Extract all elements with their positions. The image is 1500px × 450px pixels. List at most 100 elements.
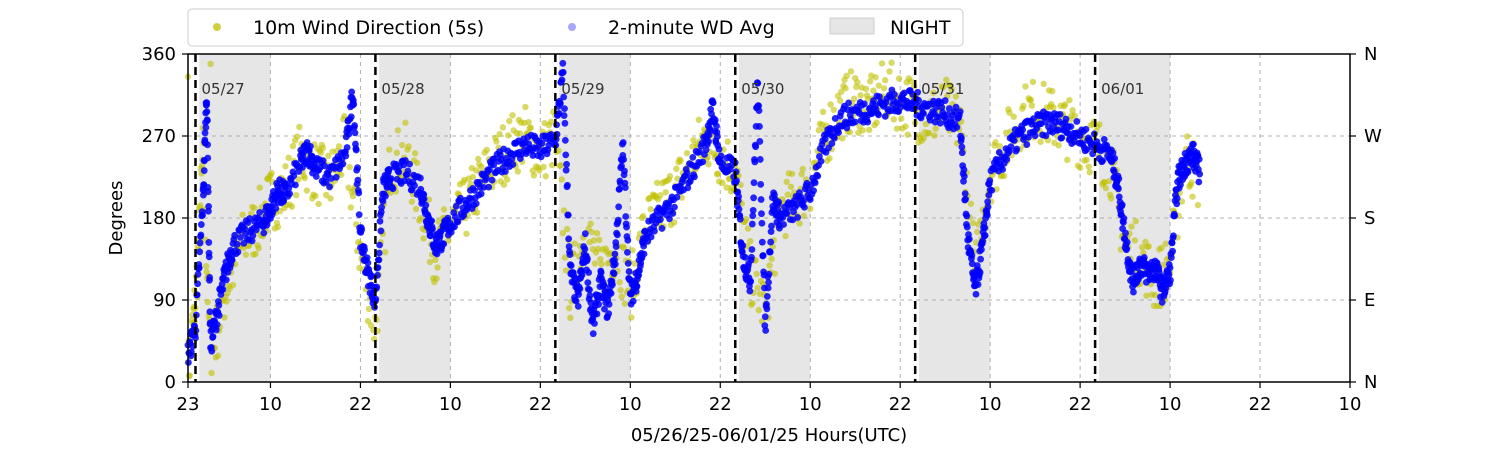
data-point <box>619 139 627 146</box>
data-point <box>1055 126 1062 134</box>
data-point <box>830 106 837 113</box>
data-point <box>1107 195 1115 202</box>
data-point <box>633 283 641 291</box>
data-point <box>204 298 212 306</box>
data-point <box>564 181 571 189</box>
data-point <box>218 280 226 288</box>
data-point <box>938 103 946 111</box>
data-point <box>902 123 909 130</box>
data-point <box>764 284 772 292</box>
data-point <box>335 143 343 150</box>
data-point <box>493 138 500 145</box>
data-point <box>969 219 977 227</box>
data-point <box>576 285 584 293</box>
data-point <box>763 305 771 313</box>
data-point <box>1118 201 1126 209</box>
data-point <box>755 107 763 115</box>
data-point <box>561 136 569 144</box>
data-point <box>355 211 363 219</box>
x-tick-label: 10 <box>259 394 282 415</box>
data-point <box>192 334 199 342</box>
data-point <box>962 195 969 203</box>
data-point <box>783 210 791 217</box>
data-point <box>547 118 555 125</box>
y2-tick-label: S <box>1364 208 1375 229</box>
data-point <box>203 117 211 124</box>
data-point <box>865 126 873 134</box>
data-point <box>1171 212 1179 220</box>
data-point <box>292 191 300 199</box>
data-point <box>595 301 603 308</box>
x-tick-label: 10 <box>439 394 462 415</box>
data-point <box>346 163 353 171</box>
data-point <box>842 85 849 92</box>
data-point <box>255 244 262 252</box>
data-point <box>571 240 578 247</box>
data-point <box>611 250 619 258</box>
data-point <box>1145 243 1152 250</box>
data-point <box>347 113 355 121</box>
data-point <box>1031 132 1039 140</box>
data-point <box>559 229 567 237</box>
day-label: 05/29 <box>561 80 604 98</box>
legend: 10m Wind Direction (5s) 2-minute WD Avg NI… <box>187 8 964 47</box>
data-point <box>429 225 436 233</box>
data-point <box>349 192 357 200</box>
data-point <box>1010 137 1018 144</box>
data-point <box>596 236 603 244</box>
data-point <box>968 252 976 260</box>
data-point <box>713 133 721 140</box>
x-tick-label: 22 <box>349 394 372 415</box>
data-point <box>364 259 372 267</box>
data-point <box>798 170 805 178</box>
data-point <box>618 162 625 170</box>
data-point <box>920 110 927 117</box>
data-point <box>223 298 230 305</box>
data-point <box>621 300 629 307</box>
data-point <box>203 262 210 270</box>
data-point <box>347 204 354 211</box>
data-point <box>873 119 880 126</box>
data-point <box>1010 113 1017 120</box>
data-point <box>286 190 294 198</box>
data-point <box>976 268 984 276</box>
data-point <box>199 211 206 219</box>
data-point <box>202 124 210 131</box>
day-label: 05/30 <box>741 80 784 98</box>
data-point <box>585 269 593 276</box>
data-point <box>762 327 770 334</box>
data-point <box>377 227 385 235</box>
data-point <box>1085 163 1092 170</box>
data-point <box>525 119 532 126</box>
data-point <box>1058 134 1066 142</box>
wind-direction-5s-points <box>184 59 1203 380</box>
day-label: 06/01 <box>1101 80 1144 98</box>
data-point <box>1184 133 1191 140</box>
data-point <box>406 160 413 168</box>
data-point <box>1100 135 1108 143</box>
data-point <box>658 225 666 232</box>
data-point <box>724 138 731 145</box>
data-point <box>996 143 1003 150</box>
data-point <box>212 326 220 334</box>
data-point <box>393 149 401 156</box>
data-point <box>282 163 289 170</box>
data-point <box>593 310 601 318</box>
data-point <box>936 119 944 127</box>
data-point <box>584 279 592 287</box>
axis-ticks: 23 10 22 10 22 10 22 10 22 10 22 10 22 10 0 N 90 E 180 S 270… <box>142 44 1382 415</box>
data-point <box>605 300 613 308</box>
data-point <box>1115 185 1122 193</box>
data-point <box>625 268 633 275</box>
legend-marker <box>568 23 576 31</box>
data-point <box>402 119 409 126</box>
data-point <box>567 314 574 322</box>
data-point <box>312 192 319 200</box>
data-point <box>529 152 537 159</box>
data-point <box>673 165 680 173</box>
data-point <box>800 212 808 220</box>
data-point <box>260 229 268 237</box>
data-point <box>560 112 568 119</box>
data-point <box>666 215 673 223</box>
data-point <box>671 203 678 211</box>
